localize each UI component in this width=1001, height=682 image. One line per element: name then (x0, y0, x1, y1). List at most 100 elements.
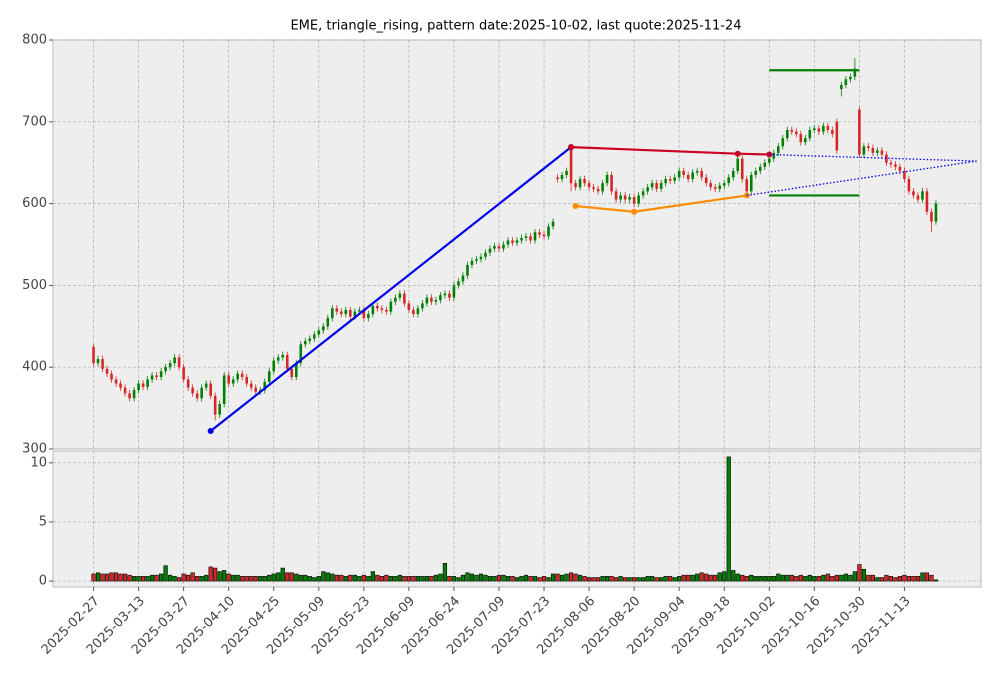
volume-bar (713, 574, 718, 582)
volume-bar (460, 574, 466, 582)
volume-bar (388, 576, 393, 582)
volume-bar (447, 576, 452, 582)
volume-bar (749, 574, 754, 582)
volume-bar (95, 572, 101, 582)
candle-body (502, 244, 505, 249)
volume-bar (695, 573, 700, 582)
pattern-point (631, 208, 638, 215)
volume-bar (582, 576, 587, 582)
volume-bar (803, 576, 808, 582)
volume-bar (501, 574, 506, 582)
candle-body (619, 195, 622, 200)
candle-body (281, 354, 285, 358)
candle-body (159, 371, 163, 378)
candle-body (186, 379, 190, 388)
volume-bar (893, 577, 898, 582)
candle-body (312, 334, 316, 339)
candle-body (92, 346, 95, 364)
candle-body (840, 84, 843, 90)
volume-bar (654, 577, 659, 582)
candle-body (317, 330, 321, 335)
candle-body (813, 128, 816, 130)
volume-bar (618, 576, 623, 582)
volume-bar (366, 576, 371, 582)
candle-body (880, 150, 884, 155)
volume-bar (902, 574, 907, 582)
candle-body (538, 232, 541, 235)
candle-body (628, 197, 631, 200)
volume-bar (789, 574, 794, 582)
candle-body (254, 387, 258, 392)
candle-body (344, 309, 348, 315)
volume-bar (370, 571, 375, 582)
volume-bar (857, 564, 862, 582)
volume-bar (866, 574, 871, 582)
candle-body (231, 379, 235, 384)
volume-bar (586, 577, 592, 582)
volume-bar (181, 573, 186, 582)
candle-body (745, 179, 749, 192)
volume-bar (222, 570, 227, 582)
volume-bar (361, 574, 366, 582)
volume-bar (528, 576, 533, 582)
pattern-point (734, 150, 741, 157)
volume-bar (564, 573, 569, 582)
volume-bar (568, 572, 574, 582)
pattern-point (207, 428, 214, 435)
candle-body (340, 311, 343, 315)
volume-bar (456, 577, 461, 582)
candle-body (858, 109, 861, 155)
volume-bar (285, 572, 290, 582)
pattern-point (572, 203, 579, 210)
candle-body (177, 357, 181, 368)
volume-bar (429, 576, 434, 582)
volume-bar (303, 574, 308, 582)
volume-bar (704, 573, 709, 582)
candle-body (583, 179, 586, 184)
volume-bar (451, 576, 457, 582)
volume-bar (131, 576, 137, 582)
volume-bar (186, 574, 191, 582)
candle-body (785, 129, 789, 139)
volume-bar (411, 576, 416, 582)
volume-bar (510, 576, 515, 582)
candle-body (362, 309, 366, 319)
candle-body (168, 363, 172, 368)
candle-body (209, 383, 212, 396)
volume-bar (424, 576, 430, 582)
candle-body (817, 128, 821, 132)
volume-bar (177, 577, 182, 582)
candle-body (556, 177, 559, 180)
volume-bar (379, 576, 384, 582)
volume-bar (807, 574, 812, 582)
volume-bar (258, 576, 263, 582)
candle-body (907, 179, 911, 192)
candle-body (632, 197, 636, 204)
volume-bar (744, 576, 749, 582)
volume-bar (852, 571, 857, 582)
volume-bar (879, 577, 884, 582)
candle-body (637, 195, 640, 204)
candle-body (448, 293, 451, 298)
pattern-line (769, 153, 977, 162)
candle-body (398, 293, 402, 298)
volume-bar (541, 576, 547, 582)
candle-body (781, 138, 785, 147)
volume-bar (559, 574, 565, 582)
volume-bar (546, 577, 551, 582)
volume-bar (505, 576, 511, 582)
volume-bar (550, 573, 556, 582)
volume-bar (884, 574, 889, 582)
volume-bar (118, 573, 123, 582)
candle-body (565, 170, 568, 175)
volume-bar (830, 576, 835, 582)
volume-bar (150, 574, 155, 582)
volume-bar (731, 570, 736, 582)
volume-bar (244, 576, 249, 582)
candle-body (403, 293, 406, 304)
volume-bar (825, 573, 830, 582)
y2-tick-label: 5 (39, 514, 47, 529)
candle-body (96, 359, 100, 364)
volume-bar (623, 577, 628, 582)
candle-body (664, 179, 667, 184)
